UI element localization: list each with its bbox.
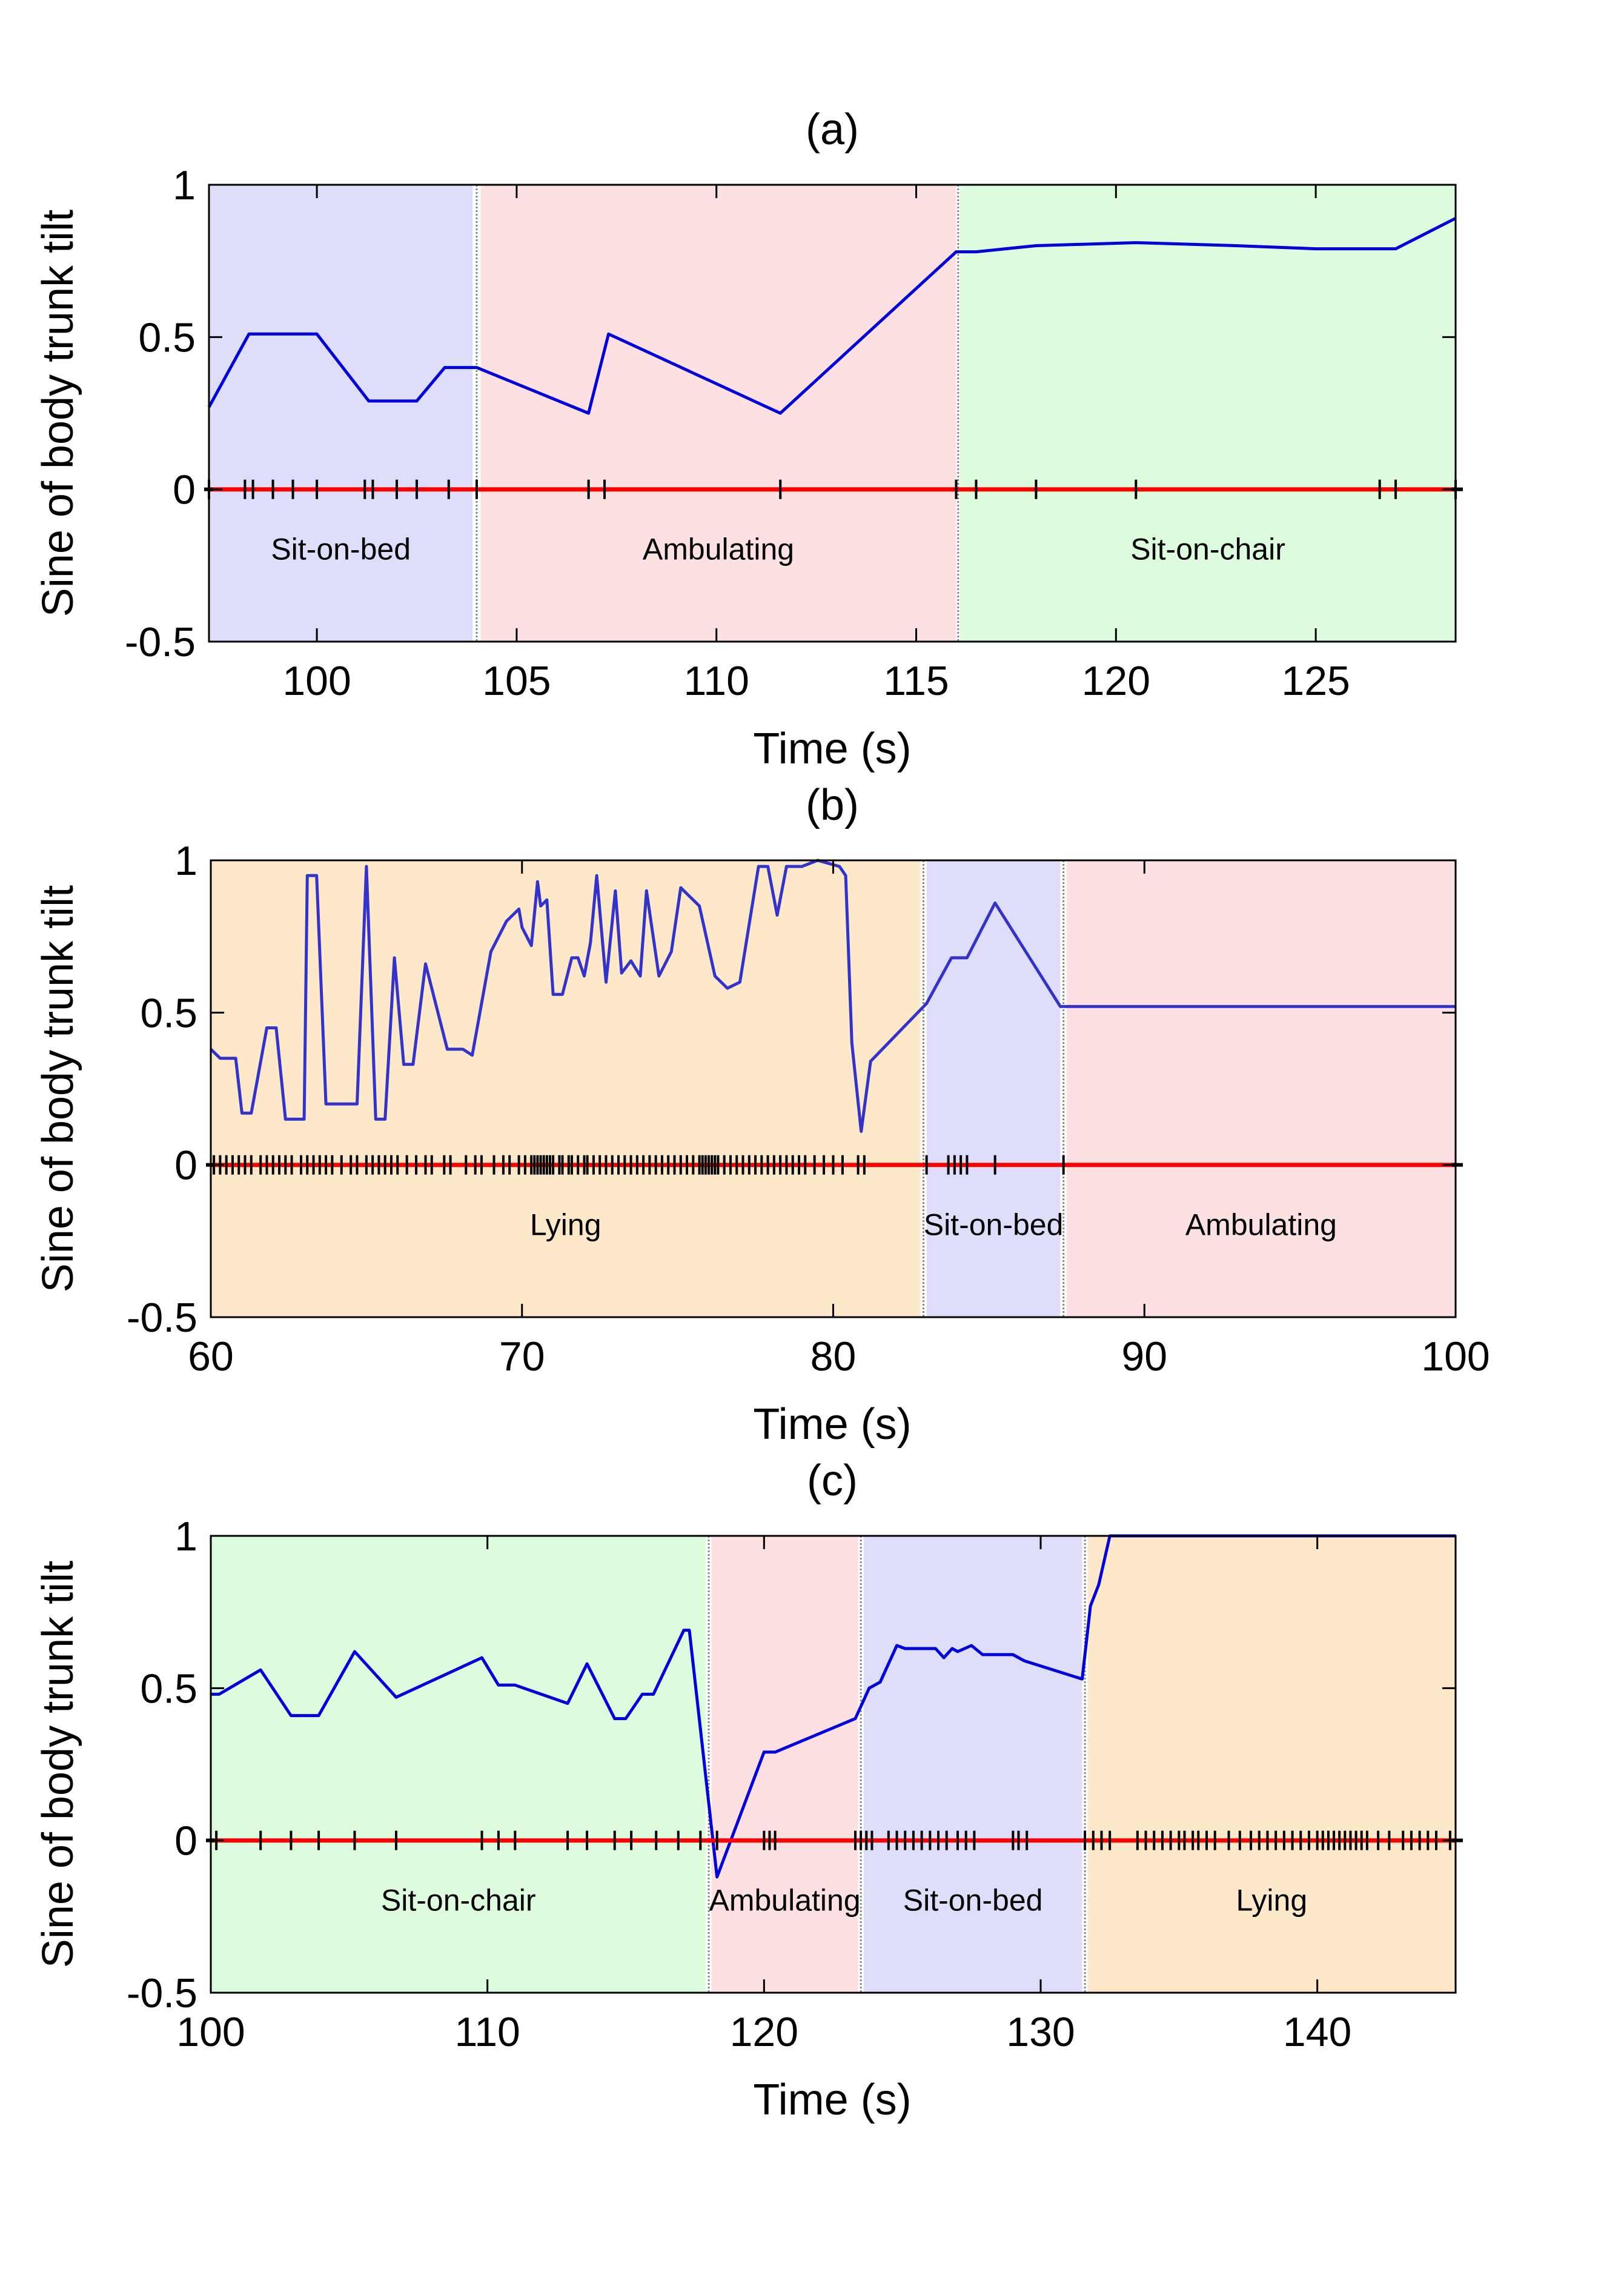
region-ambulating: [711, 1536, 858, 1993]
region-lying: [1087, 1536, 1456, 1993]
panel-b-ylabel: Sine of body trunk tilt: [34, 885, 82, 1292]
panel-b-regions: [211, 860, 1456, 1317]
x-tick-label: 100: [282, 658, 351, 704]
region-sit-on-bed: [209, 185, 473, 642]
y-tick-label: 0: [174, 1143, 197, 1189]
panel-c-series: [211, 1534, 1456, 1879]
y-tick-label: 0.5: [140, 990, 197, 1036]
y-tick-label: 0.5: [138, 314, 196, 360]
region-label: Lying: [530, 1207, 602, 1241]
y-tick-label: 0.5: [140, 1666, 197, 1712]
panel-b-y-ticks: -0.5 0 0.5 1: [127, 838, 1456, 1341]
panel-a-title: (a): [806, 105, 859, 154]
x-tick-label: 80: [810, 1334, 857, 1380]
tilt-series-line: [207, 217, 1457, 415]
region-lying: [211, 860, 921, 1317]
panel-a-region-labels: Sit-on-bed Ambulating Sit-on-chair: [271, 532, 1285, 566]
tilt-series-line: [210, 859, 1456, 1133]
region-label: Lying: [1236, 1883, 1307, 1917]
panel-a-frame: [208, 184, 1457, 643]
region-label: Sit-on-bed: [924, 1207, 1064, 1241]
y-tick-label: 0: [173, 467, 196, 513]
panel-c-title: (c): [807, 1457, 858, 1505]
region-label: Ambulating: [1185, 1207, 1337, 1241]
panel-c-frame: [210, 1535, 1457, 1994]
x-tick-label: 100: [1421, 1334, 1490, 1380]
panel-a-x-ticks: 100 105 110 115 120 125: [282, 185, 1350, 704]
panel-a-y-ticks: -0.5 0 0.5 1: [125, 162, 1456, 665]
panel-c-ylabel: Sine of body trunk tilt: [34, 1561, 82, 1968]
region-label: Sit-on-chair: [1130, 532, 1285, 566]
y-tick-label: -0.5: [127, 1970, 197, 2016]
panel-c-y-ticks: -0.5 0 0.5 1: [127, 1513, 1456, 2016]
panel-a-ylabel: Sine of body trunk tilt: [34, 210, 82, 617]
y-tick-label: 1: [173, 162, 196, 208]
x-tick-label: 70: [499, 1334, 545, 1380]
panel-c-xlabel: Time (s): [753, 2076, 911, 2124]
tilt-series-line: [211, 1534, 1456, 1879]
x-tick-label: 100: [176, 2009, 245, 2055]
panel-b-event-ticks: [206, 1155, 1463, 1175]
x-tick-label: 115: [883, 658, 949, 704]
x-tick-label: 120: [1082, 658, 1150, 704]
x-tick-label: 130: [1006, 2009, 1075, 2055]
panel-b-title: (b): [806, 781, 859, 829]
panel-c-regions: [211, 1536, 1456, 1993]
panel-c: (c) Sit-on-chair Ambulating Sit-on-bed Lyin…: [34, 1457, 1463, 2124]
panel-c-region-labels: Sit-on-chair Ambulating Sit-on-bed Lying: [381, 1883, 1307, 1917]
x-tick-label: 60: [188, 1334, 234, 1380]
region-sit-on-chair: [211, 1536, 706, 1993]
region-label: Ambulating: [709, 1883, 861, 1917]
panel-b-xlabel: Time (s): [753, 1400, 911, 1449]
region-ambulating: [480, 185, 956, 642]
x-tick-label: 105: [482, 658, 551, 704]
panel-a: (a) Sit-on-bed Ambulating Sit-on-chair 100…: [34, 105, 1463, 773]
y-tick-label: -0.5: [127, 1295, 197, 1341]
x-tick-label: 140: [1283, 2009, 1351, 2055]
region-label: Sit-on-bed: [903, 1883, 1043, 1917]
region-label: Sit-on-bed: [271, 532, 411, 566]
region-label: Ambulating: [643, 532, 794, 566]
x-tick-label: 125: [1281, 658, 1350, 704]
panel-a-xlabel: Time (s): [753, 725, 911, 773]
y-tick-label: 0: [174, 1818, 197, 1864]
y-tick-label: 1: [174, 1513, 197, 1560]
region-ambulating: [1066, 860, 1456, 1317]
region-label: Sit-on-chair: [381, 1883, 536, 1917]
panel-c-x-ticks: 100 110 120 130 140: [176, 1536, 1351, 2055]
panel-b-x-ticks: 60 70 80 90 100: [188, 860, 1490, 1380]
y-tick-label: 1: [174, 838, 197, 884]
y-tick-label: -0.5: [125, 619, 196, 665]
x-tick-label: 90: [1121, 1334, 1167, 1380]
x-tick-label: 110: [684, 658, 749, 704]
panel-b: (b) Lying Sit-on-bed Ambulating 60 70 80 90 10…: [34, 781, 1490, 1449]
panel-a-regions: [209, 185, 1456, 642]
x-tick-label: 120: [730, 2009, 798, 2055]
panel-b-region-labels: Lying Sit-on-bed Ambulating: [530, 1207, 1337, 1241]
x-tick-label: 110: [454, 2009, 520, 2055]
region-sit-on-chair: [960, 185, 1456, 642]
region-sit-on-bed: [863, 1536, 1082, 1993]
region-sit-on-bed: [926, 860, 1061, 1317]
